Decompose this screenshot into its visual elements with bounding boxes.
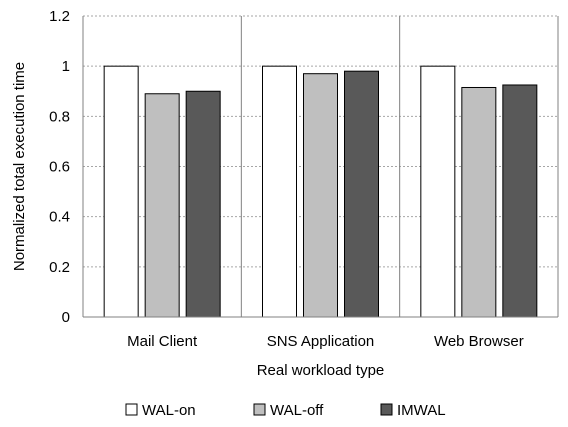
- legend-label-wal-on: WAL-on: [142, 402, 196, 419]
- bar-imwal-3: [502, 84, 538, 318]
- y-axis-label: Normalized total execution time: [11, 62, 28, 271]
- legend: WAL-on WAL-off IMWAL: [125, 402, 446, 419]
- x-axis-label: Real workload type: [257, 362, 385, 379]
- y-tick-label: 0.6: [49, 159, 70, 176]
- bar-wal-on-2: [262, 65, 297, 318]
- y-tick-labels: 0 0.2 0.4 0.6 0.8 1 1.2: [49, 8, 70, 326]
- bar-wal-on-3: [420, 65, 456, 318]
- legend-swatch-wal-off: [253, 403, 266, 416]
- x-tick-label: Web Browser: [434, 333, 524, 350]
- bar-wal-off-2: [303, 73, 338, 318]
- x-tick-label: Mail Client: [127, 333, 198, 350]
- bar-wal-off-1: [144, 93, 180, 318]
- y-tick-label: 0: [62, 309, 70, 326]
- y-tick-label: 0.4: [49, 209, 70, 226]
- y-tick-label: 0.8: [49, 108, 70, 125]
- y-tick-label: 0.2: [49, 259, 70, 276]
- legend-swatch-wal-on: [125, 403, 138, 416]
- bar-imwal-2: [344, 70, 379, 318]
- bar-imwal-1: [185, 90, 221, 318]
- legend-swatch-imwal: [380, 403, 393, 416]
- category-separators: [240, 16, 559, 317]
- bars: [103, 65, 538, 318]
- y-tick-label: 1.2: [49, 8, 70, 25]
- x-tick-labels: Mail Client SNS Application Web Browser: [127, 333, 524, 350]
- axes: [82, 16, 558, 318]
- bar-wal-off-3: [461, 86, 497, 318]
- legend-label-wal-off: WAL-off: [270, 402, 324, 419]
- bar-wal-on-1: [103, 65, 139, 318]
- x-tick-label: SNS Application: [267, 333, 375, 350]
- legend-label-imwal: IMWAL: [397, 402, 446, 419]
- y-tick-label: 1: [62, 58, 70, 75]
